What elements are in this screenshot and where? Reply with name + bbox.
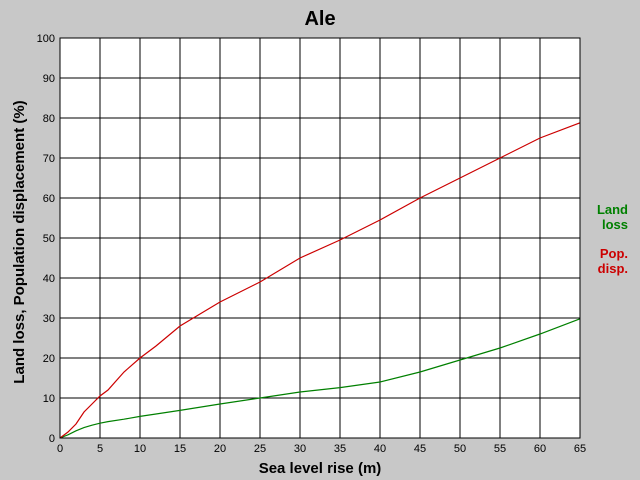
y-tick-label: 0 [49,433,55,445]
y-tick-label: 20 [43,353,55,365]
legend-entry: Land [597,202,628,217]
x-tick-label: 5 [97,443,103,455]
x-tick-label: 50 [454,443,466,455]
y-tick-label: 50 [43,233,55,245]
y-axis-label: Land loss, Population displacement (%) [11,100,28,383]
legend-entry: loss [602,217,628,232]
series-line [59,122,581,439]
y-tick-label: 60 [43,193,55,205]
y-tick-label: 10 [43,393,55,405]
x-tick-label: 65 [574,443,586,455]
x-tick-label: 40 [374,443,386,455]
x-tick-label: 10 [134,443,146,455]
x-tick-label: 25 [254,443,266,455]
x-tick-label: 60 [534,443,546,455]
y-tick-label: 40 [43,273,55,285]
plot-border [59,37,581,439]
chart-title: Ale [304,8,335,30]
legend-entry: Pop. [600,246,628,261]
x-tick-label: 55 [494,443,506,455]
y-tick-label: 70 [43,153,55,165]
y-tick-label: 100 [37,33,55,45]
x-tick-label: 20 [214,443,226,455]
x-tick-label: 30 [294,443,306,455]
tick-labels: 0 5 10 15 20 25 30 35 40 45 50 55 60 65 0 10 20 30 40 50 60 7… [37,33,586,455]
x-axis-label: Sea level rise (m) [259,460,382,477]
y-tick-label: 80 [43,113,55,125]
y-tick-label: 30 [43,313,55,325]
series-lines [59,122,581,439]
x-tick-label: 45 [414,443,426,455]
x-tick-label: 0 [57,443,63,455]
x-tick-label: 15 [174,443,186,455]
y-tick-label: 90 [43,73,55,85]
x-tick-label: 35 [334,443,346,455]
series-line [59,318,581,439]
legend-entry: disp. [598,261,628,276]
